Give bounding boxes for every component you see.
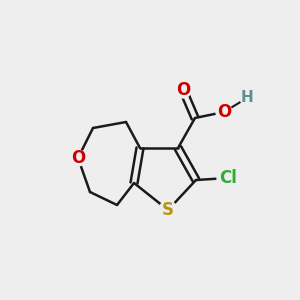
Circle shape <box>159 201 177 219</box>
Circle shape <box>217 167 239 189</box>
Text: S: S <box>162 201 174 219</box>
Text: H: H <box>241 91 254 106</box>
Circle shape <box>70 150 86 166</box>
Circle shape <box>240 91 254 105</box>
Text: Cl: Cl <box>219 169 237 187</box>
Text: O: O <box>71 149 85 167</box>
Circle shape <box>216 104 232 120</box>
Text: O: O <box>217 103 231 121</box>
Circle shape <box>175 82 191 98</box>
Text: O: O <box>176 81 190 99</box>
